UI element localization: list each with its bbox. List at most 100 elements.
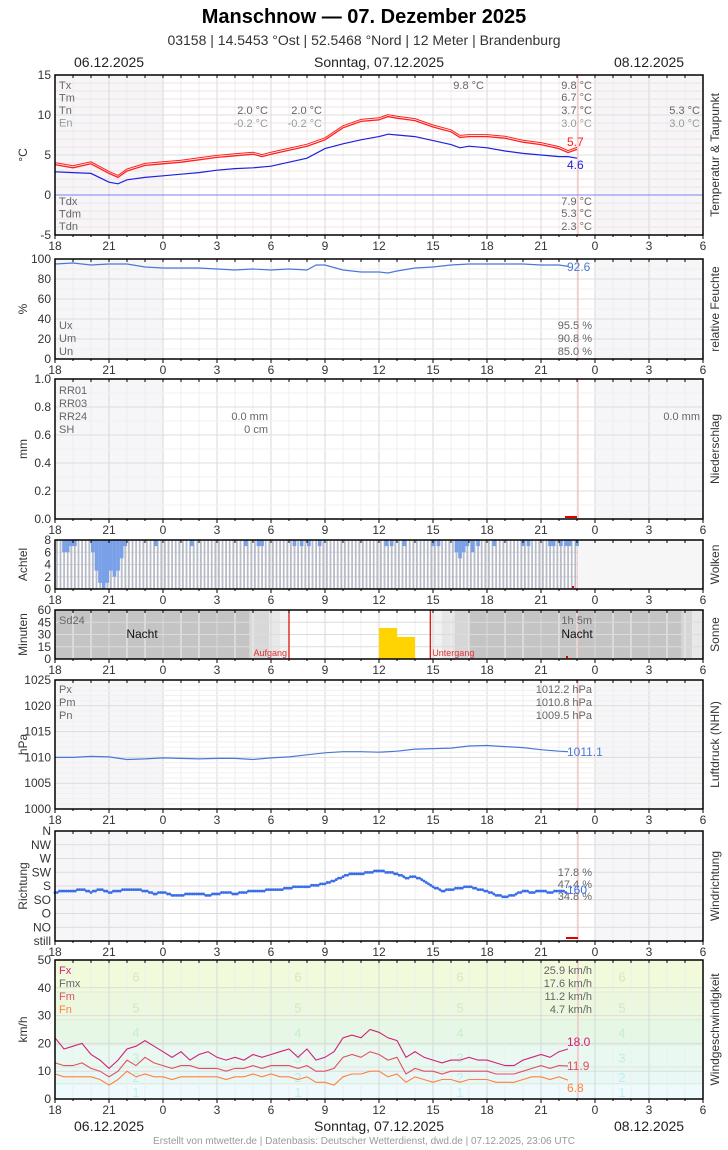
- cloud-bar: [59, 540, 62, 589]
- direction-dot: [460, 886, 464, 890]
- x-tick-label: 0: [592, 945, 599, 959]
- cloud-bar: [120, 540, 123, 589]
- direction-dot: [429, 883, 433, 887]
- direction-dot: [150, 891, 154, 894]
- cloud-bar: [398, 540, 400, 589]
- cloud-bar: [513, 540, 515, 589]
- cloud-bar: [275, 540, 278, 589]
- direction-dot: [242, 891, 246, 894]
- y-tick-label: 0.0: [34, 512, 51, 526]
- direction-dot: [190, 892, 194, 896]
- night-label-left: Nacht: [126, 627, 158, 641]
- direction-dot: [240, 891, 244, 894]
- date-next: 08.12.2025: [614, 54, 685, 70]
- direction-dot: [71, 889, 75, 893]
- cloud-gap: [568, 540, 572, 547]
- cloud-gap: [384, 540, 389, 547]
- cloud-bar: [448, 540, 451, 589]
- cloud-gap: [91, 540, 95, 553]
- cloud-bar: [390, 540, 393, 589]
- y-tick-label: 1025: [24, 673, 51, 687]
- cloud-bar: [272, 540, 274, 589]
- cloud-bar: [66, 540, 69, 589]
- legend-RR03: RR03: [59, 398, 87, 410]
- panel-title: Sonne: [708, 617, 722, 652]
- cloud-bar: [394, 540, 397, 589]
- cloud-bar: [322, 540, 325, 589]
- y-tick-label: 1015: [24, 725, 51, 739]
- direction-dot: [409, 875, 412, 879]
- direction-dot: [253, 889, 257, 893]
- cloud-gap: [307, 540, 311, 547]
- direction-dot: [350, 872, 354, 876]
- cloud-gap: [109, 540, 113, 571]
- night-tn: 2.0 °C: [291, 105, 322, 117]
- direction-dot: [121, 888, 124, 892]
- direction-dot: [67, 889, 70, 893]
- direction-dot: [226, 891, 230, 894]
- cloud-bar: [214, 540, 217, 589]
- cloud-bar: [556, 540, 559, 589]
- x-tick-label: 6: [268, 663, 275, 677]
- y-tick-label: -5: [40, 228, 51, 242]
- direction-dot: [211, 892, 214, 896]
- wind-value: 17.6 km/h: [544, 978, 592, 990]
- cloud-gap: [564, 540, 569, 547]
- direction-dot: [379, 869, 383, 873]
- y-tick-label: 100: [31, 252, 51, 266]
- cloud-bar: [236, 540, 238, 589]
- direction-dot: [143, 889, 147, 893]
- direction-dot: [76, 888, 79, 892]
- direction-dot: [384, 870, 388, 874]
- direction-dot: [328, 881, 331, 884]
- beaufort-label: 6: [294, 970, 301, 985]
- cloud-bar: [84, 540, 87, 589]
- direction-dot: [420, 878, 424, 881]
- x-tick-label: 3: [646, 363, 653, 377]
- direction-dot: [377, 869, 381, 873]
- x-tick-label: 18: [480, 239, 494, 253]
- direction-dot: [337, 876, 340, 880]
- direction-dot: [535, 889, 538, 893]
- direction-dot: [168, 892, 172, 896]
- direction-dot: [276, 888, 280, 892]
- cloud-bar: [552, 540, 555, 589]
- direction-dot: [492, 892, 496, 896]
- direction-dot: [62, 889, 66, 893]
- x-tick-label: 3: [214, 663, 221, 677]
- beaufort-label: 1: [294, 1085, 301, 1100]
- direction-dot: [557, 889, 561, 893]
- missing-data-marker: [566, 656, 568, 658]
- direction-dot: [195, 892, 199, 896]
- cloud-bar: [488, 540, 490, 589]
- direction-dot: [508, 893, 511, 897]
- cloud-bar: [491, 540, 494, 589]
- cloud-bar: [182, 540, 184, 589]
- direction-dot: [132, 888, 136, 892]
- direction-dot: [319, 882, 322, 886]
- beaufort-label: 3: [456, 1050, 463, 1065]
- beaufort-label: 6: [456, 970, 463, 985]
- x-tick-label: 18: [480, 663, 494, 677]
- x-tick-label: 18: [48, 813, 62, 827]
- direction-dot: [289, 886, 293, 890]
- x-tick-label: 15: [426, 663, 440, 677]
- direction-dot: [188, 892, 192, 896]
- direction-dot: [382, 869, 385, 873]
- cloud-bar: [502, 540, 505, 589]
- cloud-gap: [244, 540, 248, 547]
- direction-dot: [244, 891, 248, 894]
- cloud-bar: [383, 540, 386, 589]
- cloud-bar: [142, 540, 145, 589]
- cloud-bar: [128, 540, 130, 589]
- y-axis-label: hPa: [16, 734, 30, 756]
- day-max: 9.8 °C: [453, 80, 484, 92]
- temp-max-line: [54, 114, 578, 176]
- x-tick-label: 0: [160, 593, 167, 607]
- x-tick-label: 15: [426, 239, 440, 253]
- direction-share: 34.8 %: [558, 891, 592, 903]
- cloud-gap: [299, 540, 304, 547]
- direction-dot: [519, 891, 523, 894]
- y-tick-label: 10: [38, 1064, 52, 1078]
